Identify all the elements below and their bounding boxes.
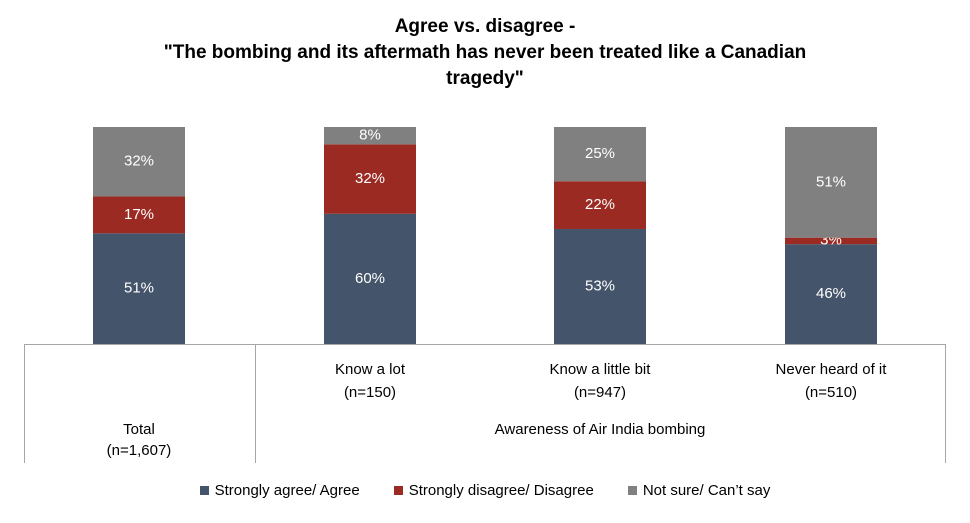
title-line-3: tragedy" xyxy=(446,68,524,89)
data-label-0-0: 51% xyxy=(124,280,154,297)
data-label-2-0: 53% xyxy=(585,277,615,294)
data-label-3-0: 46% xyxy=(816,285,846,302)
bar-segment-3-2 xyxy=(785,127,877,238)
bar-segment-2-1 xyxy=(554,181,646,229)
data-label-3-2: 51% xyxy=(816,173,846,190)
legend-label-disagree: Strongly disagree/ Disagree xyxy=(408,482,594,499)
category-n-0: (n=1,607) xyxy=(107,442,172,459)
legend-item-agree: Strongly agree/ Agree xyxy=(199,482,360,499)
legend: Strongly agree/ Agree Strongly disagree/… xyxy=(0,482,970,499)
category-label-1: Know a lot xyxy=(335,361,406,378)
bar-segment-2-2 xyxy=(554,127,646,182)
category-label-0: Total xyxy=(123,421,155,438)
stacked-bar-chart: 51%17%32%60%32%8%53%22%25%46%3%51%Total(… xyxy=(24,127,946,463)
title-line-2: "The bombing and its aftermath has never… xyxy=(163,42,807,63)
bar-segment-2-0 xyxy=(554,228,646,344)
legend-swatch-not-sure xyxy=(627,486,637,495)
legend-swatch-disagree xyxy=(393,486,403,495)
category-n-3: (n=510) xyxy=(805,384,857,401)
bar-segment-1-1 xyxy=(324,144,416,214)
chart-title: Agree vs. disagree - "The bombing and it… xyxy=(0,14,970,92)
bar-segment-0-2 xyxy=(93,127,185,197)
bar-segment-1-2 xyxy=(324,127,416,145)
legend-label-not-sure: Not sure/ Can’t say xyxy=(642,482,771,499)
data-label-1-1: 32% xyxy=(355,170,385,187)
data-label-2-1: 22% xyxy=(585,196,615,213)
data-label-1-0: 60% xyxy=(355,270,385,287)
legend-label-agree: Strongly agree/ Agree xyxy=(214,482,360,499)
data-label-0-1: 17% xyxy=(124,206,154,223)
category-n-1: (n=150) xyxy=(344,384,396,401)
legend-swatch-agree xyxy=(199,486,209,495)
group-label: Awareness of Air India bombing xyxy=(495,421,706,438)
bar-segment-0-0 xyxy=(93,233,185,344)
category-label-3: Never heard of it xyxy=(776,361,888,378)
bar-segment-3-0 xyxy=(785,244,877,344)
category-label-2: Know a little bit xyxy=(550,361,652,378)
legend-item-not-sure: Not sure/ Can’t say xyxy=(627,482,771,499)
bar-segment-3-1 xyxy=(785,237,877,245)
data-label-2-2: 25% xyxy=(585,145,615,162)
data-label-1-2: 8% xyxy=(359,127,381,144)
bar-segment-1-0 xyxy=(324,213,416,344)
data-label-0-2: 32% xyxy=(124,153,154,170)
bar-segment-0-1 xyxy=(93,196,185,234)
title-line-1: Agree vs. disagree - xyxy=(394,16,576,37)
category-n-2: (n=947) xyxy=(574,384,626,401)
legend-item-disagree: Strongly disagree/ Disagree xyxy=(393,482,594,499)
